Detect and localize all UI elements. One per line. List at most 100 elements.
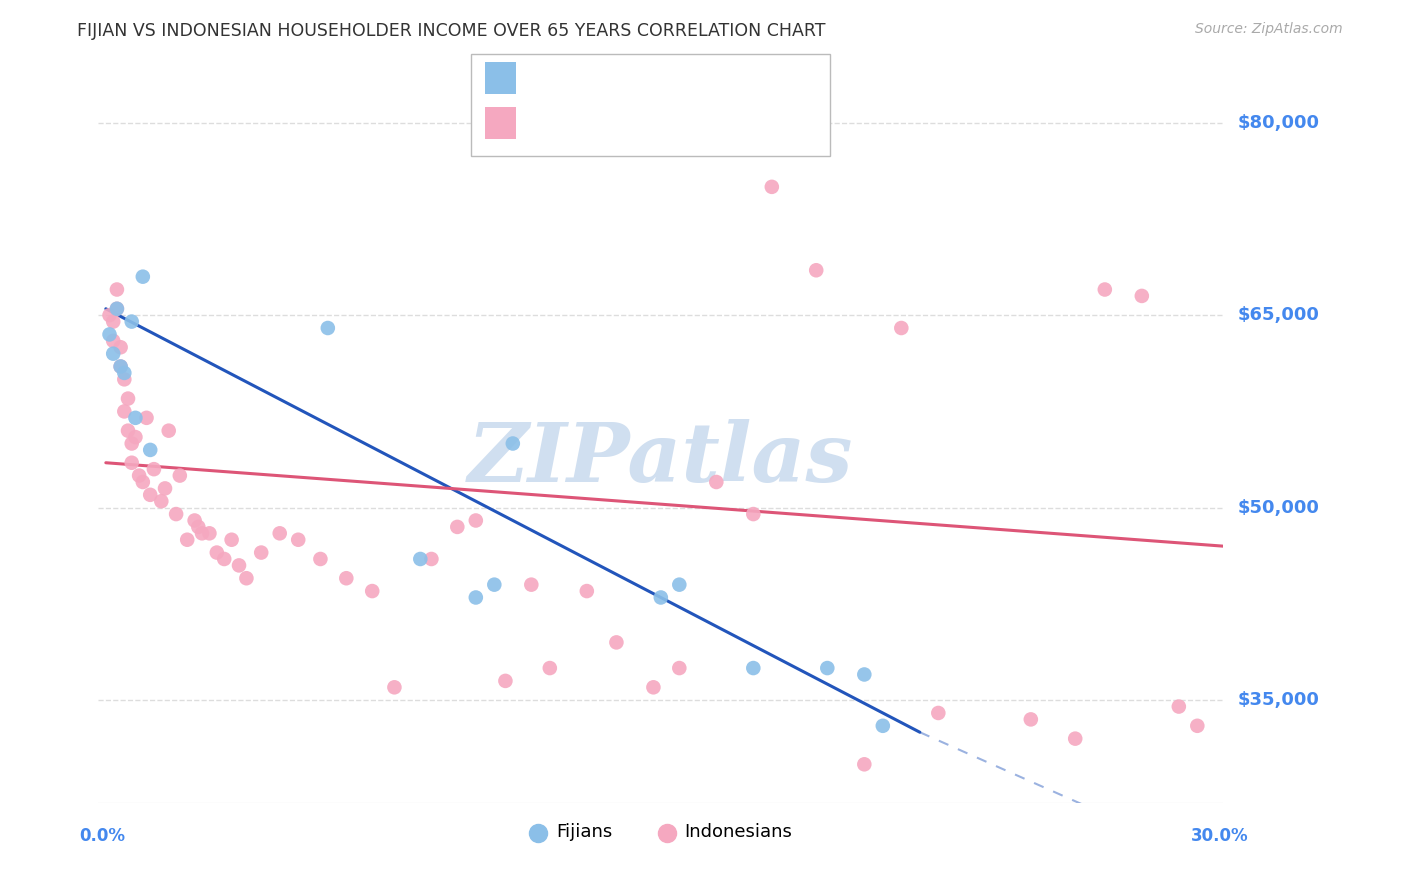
Point — [117, 392, 139, 406]
Point — [105, 301, 128, 316]
Point — [191, 526, 214, 541]
Point — [98, 327, 121, 342]
Point — [538, 661, 561, 675]
Point — [575, 584, 598, 599]
Point — [228, 558, 250, 573]
Point — [205, 545, 228, 559]
Point — [98, 308, 121, 322]
Point — [121, 456, 143, 470]
Point — [183, 514, 205, 528]
Point — [409, 552, 432, 566]
Point — [1064, 731, 1087, 746]
Point — [335, 571, 357, 585]
Point — [927, 706, 949, 720]
Point — [853, 667, 876, 681]
Text: N =: N = — [654, 114, 693, 132]
Point — [269, 526, 291, 541]
Text: $80,000: $80,000 — [1239, 113, 1320, 132]
Point — [464, 514, 486, 528]
Point — [128, 468, 150, 483]
Point — [112, 372, 135, 386]
Point — [165, 507, 187, 521]
Text: -0.145: -0.145 — [567, 114, 631, 132]
Point — [124, 430, 146, 444]
Point — [643, 681, 665, 695]
Point — [502, 436, 524, 450]
Text: N =: N = — [654, 69, 693, 87]
Text: 64: 64 — [693, 114, 718, 132]
Text: Source: ZipAtlas.com: Source: ZipAtlas.com — [1195, 22, 1343, 37]
Point — [139, 488, 162, 502]
Point — [761, 179, 783, 194]
Point — [103, 334, 125, 348]
Point — [103, 315, 125, 329]
Point — [605, 635, 627, 649]
Point — [212, 552, 235, 566]
Point — [316, 321, 339, 335]
Point — [132, 475, 155, 489]
Text: R =: R = — [530, 114, 569, 132]
Point — [105, 301, 128, 316]
Text: -0.581: -0.581 — [567, 69, 631, 87]
Point — [420, 552, 443, 566]
Point — [309, 552, 332, 566]
Point — [142, 462, 165, 476]
Point — [132, 269, 155, 284]
Point — [150, 494, 173, 508]
Point — [112, 366, 135, 380]
Point — [890, 321, 912, 335]
Point — [153, 482, 176, 496]
Point — [221, 533, 243, 547]
Point — [1019, 712, 1042, 726]
Point — [105, 283, 128, 297]
Point — [446, 520, 468, 534]
Point — [110, 359, 132, 374]
Point — [1094, 283, 1116, 297]
Point — [815, 661, 838, 675]
Point — [110, 359, 132, 374]
Text: R =: R = — [530, 69, 569, 87]
Point — [139, 442, 162, 457]
Text: $50,000: $50,000 — [1239, 499, 1320, 516]
Text: 20: 20 — [693, 69, 718, 87]
Point — [742, 661, 765, 675]
Point — [135, 410, 157, 425]
Text: $65,000: $65,000 — [1239, 306, 1320, 324]
Point — [853, 757, 876, 772]
Text: $35,000: $35,000 — [1239, 691, 1320, 709]
Text: ZIPatlas: ZIPatlas — [468, 419, 853, 499]
Point — [235, 571, 257, 585]
Point — [520, 577, 543, 591]
Point — [742, 507, 765, 521]
Point — [169, 468, 191, 483]
Point — [121, 436, 143, 450]
Point — [1130, 289, 1153, 303]
Point — [361, 584, 384, 599]
Point — [287, 533, 309, 547]
Legend: Fijians, Indonesians: Fijians, Indonesians — [522, 816, 800, 848]
Point — [110, 340, 132, 354]
Point — [117, 424, 139, 438]
Point — [176, 533, 198, 547]
Point — [872, 719, 894, 733]
Point — [464, 591, 486, 605]
Text: 30.0%: 30.0% — [1191, 827, 1249, 846]
Point — [198, 526, 221, 541]
Point — [1167, 699, 1189, 714]
Point — [484, 577, 506, 591]
Point — [1187, 719, 1209, 733]
Point — [187, 520, 209, 534]
Point — [124, 410, 146, 425]
Point — [157, 424, 180, 438]
Point — [121, 315, 143, 329]
Text: 0.0%: 0.0% — [79, 827, 125, 846]
Text: FIJIAN VS INDONESIAN HOUSEHOLDER INCOME OVER 65 YEARS CORRELATION CHART: FIJIAN VS INDONESIAN HOUSEHOLDER INCOME … — [77, 22, 825, 40]
Point — [668, 577, 690, 591]
Point — [112, 404, 135, 418]
Point — [668, 661, 690, 675]
Point — [384, 681, 406, 695]
Point — [103, 346, 125, 360]
Point — [704, 475, 727, 489]
Point — [494, 673, 516, 688]
Point — [650, 591, 672, 605]
